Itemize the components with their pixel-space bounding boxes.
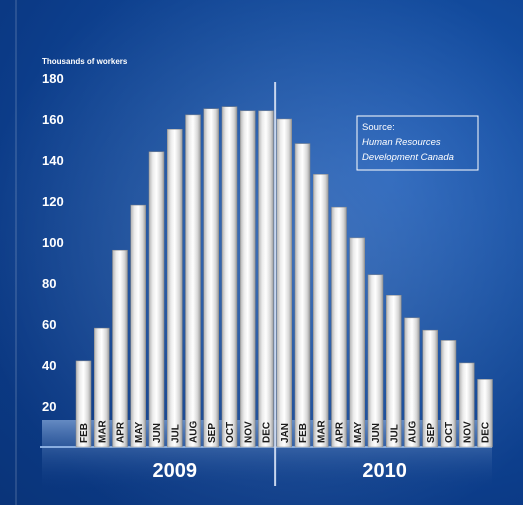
bar [167, 129, 183, 448]
y-tick-label: 40 [42, 358, 56, 373]
month-label: AUG [189, 421, 200, 443]
month-label: AUG [408, 421, 419, 443]
y-tick-label: 20 [42, 399, 56, 414]
y-tick-label: 180 [42, 71, 64, 86]
y-tick-label: 60 [42, 317, 56, 332]
month-label: MAY [353, 421, 364, 443]
y-tick-label: 160 [42, 112, 64, 127]
bar [258, 110, 274, 448]
bar [313, 174, 329, 448]
source-line-2: Development Canada [362, 152, 454, 163]
month-label: FEB [79, 423, 90, 443]
bar [459, 362, 475, 448]
bar [148, 151, 165, 448]
y-tick-label: 140 [42, 153, 64, 168]
bar [276, 118, 292, 448]
month-label: JUN [152, 423, 163, 443]
y-tick-label: 100 [42, 235, 64, 250]
source-box: Source: Human Resources Development Cana… [356, 115, 479, 171]
bar [203, 108, 219, 448]
bar [240, 110, 256, 448]
y-tick-label: 120 [42, 194, 64, 209]
y-tick-label: 80 [42, 276, 56, 291]
bar [112, 249, 128, 448]
month-label: JUL [389, 424, 400, 443]
month-label: OCT [444, 422, 455, 443]
bar [367, 274, 384, 448]
month-label: NOV [462, 421, 473, 443]
source-prefix: Source: [362, 122, 395, 133]
month-label: APR [116, 421, 127, 443]
bar [331, 206, 347, 448]
month-label: SEP [207, 423, 218, 443]
month-label: JAN [280, 423, 291, 443]
month-label: MAR [316, 419, 327, 443]
y-tick-labels: 20 40 60 80 100 120 140 160 180 [42, 71, 64, 414]
month-label: FEB [298, 423, 309, 443]
bars-group [75, 106, 493, 448]
bar [404, 317, 420, 448]
bar [440, 340, 457, 448]
month-label: APR [335, 421, 346, 443]
bar [422, 329, 438, 448]
bar [185, 114, 201, 448]
month-label: OCT [225, 422, 236, 443]
y-axis-label: Thousands of workers [42, 57, 128, 66]
month-label: SEP [426, 423, 437, 443]
month-label: MAR [97, 419, 108, 443]
bar [75, 360, 92, 448]
month-labels: FEB MAR APR MAY JUN JUL AUG SEP OCT NOV DEC JAN FEB M… [79, 419, 492, 443]
month-label: JUN [371, 423, 382, 443]
bar [294, 143, 311, 448]
month-label: DEC [262, 422, 273, 443]
bar [477, 379, 493, 448]
year-label-2009: 2009 [153, 460, 198, 482]
month-label: MAY [134, 421, 145, 443]
month-label: DEC [481, 422, 492, 443]
bar [221, 106, 238, 448]
month-label: NOV [243, 421, 254, 443]
bar [94, 327, 110, 448]
bar [386, 295, 402, 448]
year-label-2010: 2010 [362, 460, 407, 482]
month-label: JUL [170, 424, 181, 443]
source-border [356, 115, 479, 171]
bar [349, 237, 365, 448]
bar [130, 204, 146, 448]
source-line-1: Human Resources [362, 137, 441, 148]
